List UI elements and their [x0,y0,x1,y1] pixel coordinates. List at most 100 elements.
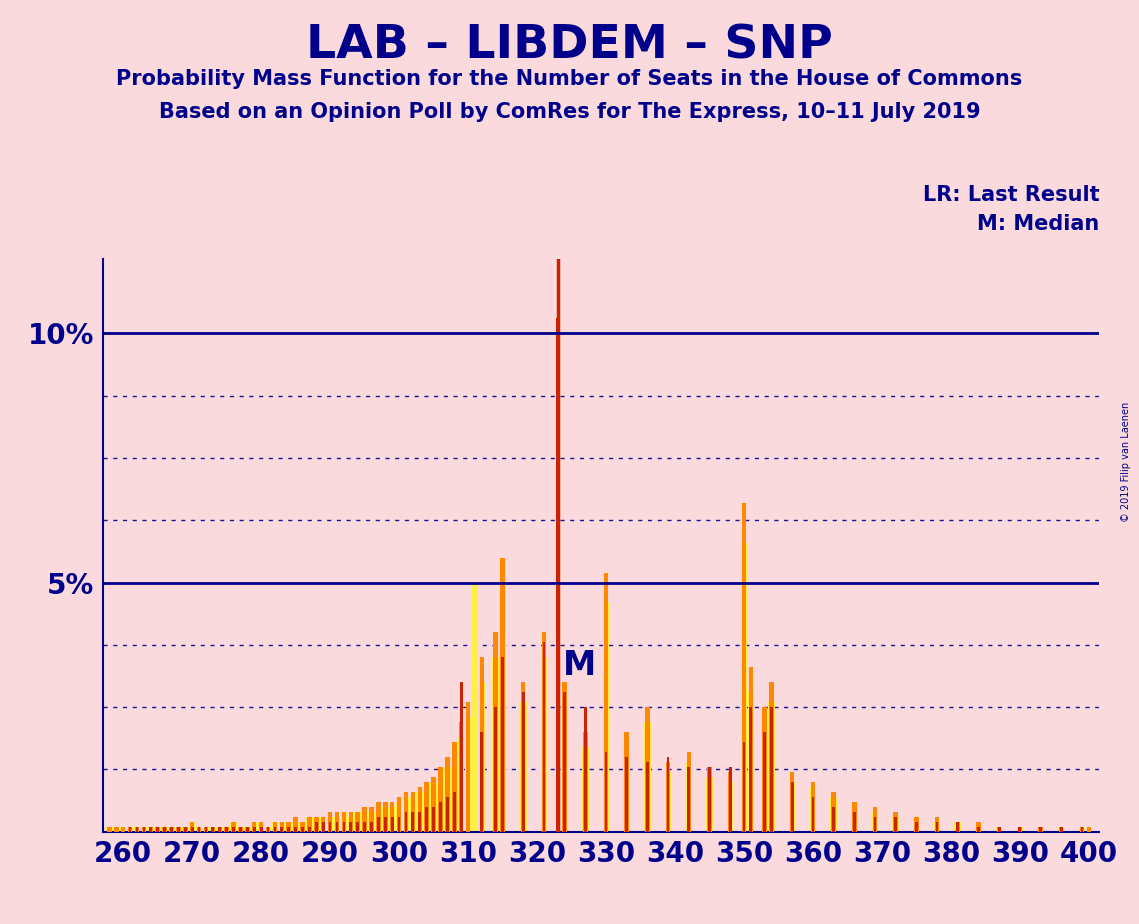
Bar [852,802,857,832]
Bar [1017,827,1022,832]
Bar [126,827,133,832]
Bar [361,811,368,832]
Bar [377,817,379,832]
Bar [1059,827,1064,832]
Bar [645,707,649,832]
Bar [140,827,147,832]
Bar [761,727,768,832]
Bar [563,682,567,832]
Bar [499,592,506,832]
Bar [293,821,298,832]
Bar [874,817,876,832]
Bar [872,807,877,832]
Bar [218,827,222,832]
Bar [762,707,767,832]
Bar [191,827,194,832]
Bar [1016,827,1023,832]
Bar [149,827,153,832]
Bar [729,767,731,832]
Bar [522,692,525,832]
Bar [563,692,566,832]
Bar [582,747,589,832]
Bar [113,827,120,832]
Bar [440,802,442,832]
Bar [975,827,982,832]
Bar [789,782,795,832]
Bar [444,767,451,832]
Bar [481,732,483,832]
Text: LR: Last Result: LR: Last Result [923,185,1099,205]
Bar [163,827,166,832]
Text: LAB – LIBDEM – SNP: LAB – LIBDEM – SNP [306,23,833,68]
Bar [478,682,485,832]
Bar [257,821,264,832]
Bar [272,821,278,832]
Bar [216,827,223,832]
Bar [170,827,173,832]
Bar [770,707,773,832]
Bar [623,742,630,832]
Bar [375,807,382,832]
Bar [687,767,690,832]
Bar [133,827,140,832]
Bar [810,786,817,832]
Bar [935,817,940,832]
Bar [279,821,285,832]
Bar [1059,827,1063,832]
Bar [472,582,478,832]
Bar [977,827,980,832]
Bar [121,827,125,832]
Bar [287,827,290,832]
Bar [203,827,210,832]
Bar [605,752,607,832]
Text: Based on an Opinion Poll by ComRes for The Express, 10–11 July 2019: Based on an Opinion Poll by ComRes for T… [158,102,981,122]
Bar [169,827,174,832]
Bar [790,782,794,832]
Bar [231,821,236,832]
Bar [934,821,941,832]
Bar [196,827,203,832]
Bar [500,557,505,832]
Bar [465,717,472,832]
Bar [956,821,960,832]
Bar [451,757,458,832]
Bar [915,817,919,832]
Bar [417,792,423,832]
Bar [388,807,395,832]
Bar [437,777,444,832]
Bar [280,827,284,832]
Bar [230,821,237,832]
Bar [935,821,939,832]
Bar [687,752,691,832]
Bar [327,817,334,832]
Bar [189,821,196,832]
Bar [1039,827,1042,832]
Bar [452,742,457,832]
Bar [747,692,754,832]
Bar [1058,827,1065,832]
Bar [322,821,325,832]
Bar [357,821,359,832]
Bar [466,702,470,832]
Bar [301,821,305,832]
Bar [957,821,959,832]
Bar [459,722,464,832]
Bar [1080,827,1084,832]
Bar [368,811,375,832]
Bar [316,821,318,832]
Bar [583,732,588,832]
Bar [1018,827,1022,832]
Bar [272,821,277,832]
Bar [198,827,200,832]
Bar [493,632,498,832]
Text: Probability Mass Function for the Number of Seats in the House of Commons: Probability Mass Function for the Number… [116,69,1023,90]
Bar [294,817,298,832]
Bar [604,573,608,832]
Bar [148,827,154,832]
Bar [182,827,189,832]
Bar [769,682,773,832]
Bar [350,821,352,832]
Bar [418,786,423,832]
Bar [134,827,139,832]
Bar [237,827,244,832]
